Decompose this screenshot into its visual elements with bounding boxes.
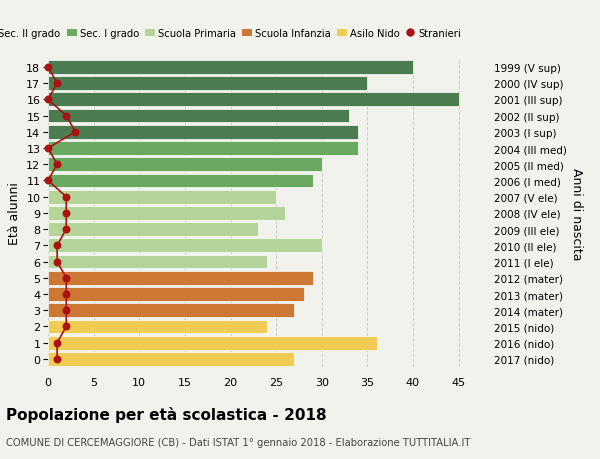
Bar — [48, 61, 413, 75]
Y-axis label: Età alunni: Età alunni — [8, 182, 20, 245]
Point — [61, 194, 71, 201]
Point — [52, 339, 62, 347]
Bar — [48, 109, 349, 123]
Point — [43, 177, 53, 185]
Bar — [48, 142, 358, 156]
Bar — [48, 320, 267, 334]
Point — [52, 355, 62, 363]
Bar — [48, 174, 313, 188]
Point — [52, 80, 62, 88]
Bar — [48, 287, 304, 301]
Text: COMUNE DI CERCEMAGGIORE (CB) - Dati ISTAT 1° gennaio 2018 - Elaborazione TUTTITA: COMUNE DI CERCEMAGGIORE (CB) - Dati ISTA… — [6, 437, 470, 447]
Point — [61, 323, 71, 330]
Bar — [48, 352, 295, 366]
Point — [43, 96, 53, 104]
Point — [61, 274, 71, 282]
Point — [43, 64, 53, 72]
Legend: Sec. II grado, Sec. I grado, Scuola Primaria, Scuola Infanzia, Asilo Nido, Stran: Sec. II grado, Sec. I grado, Scuola Prim… — [0, 25, 465, 43]
Bar — [48, 126, 358, 140]
Text: Popolazione per età scolastica - 2018: Popolazione per età scolastica - 2018 — [6, 406, 326, 422]
Y-axis label: Anni di nascita: Anni di nascita — [570, 167, 583, 260]
Point — [61, 210, 71, 217]
Point — [61, 291, 71, 298]
Bar — [48, 304, 295, 318]
Bar — [48, 255, 267, 269]
Point — [61, 226, 71, 233]
Bar — [48, 271, 313, 285]
Point — [43, 145, 53, 152]
Bar — [48, 207, 285, 220]
Bar — [48, 77, 367, 91]
Bar — [48, 336, 377, 350]
Point — [61, 112, 71, 120]
Point — [71, 129, 80, 136]
Bar — [48, 223, 258, 236]
Point — [61, 307, 71, 314]
Bar — [48, 190, 276, 204]
Bar — [48, 158, 322, 172]
Point — [52, 242, 62, 250]
Point — [52, 161, 62, 168]
Bar — [48, 93, 458, 107]
Point — [52, 258, 62, 266]
Bar — [48, 239, 322, 253]
